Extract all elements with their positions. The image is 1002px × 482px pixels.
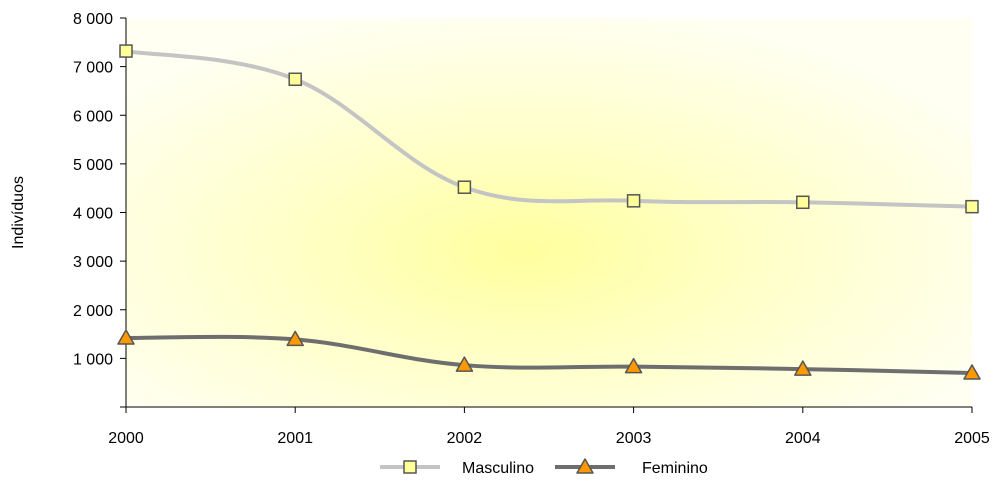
y-tick-label: 1 000 bbox=[73, 351, 113, 368]
y-tick-label: 7 000 bbox=[73, 60, 113, 77]
x-tick-label: 2000 bbox=[108, 430, 144, 447]
x-tick-label: 2005 bbox=[954, 430, 990, 447]
series-line-feminino bbox=[124, 334, 974, 375]
data-point-feminino bbox=[117, 329, 135, 345]
data-point-feminino bbox=[286, 330, 304, 347]
legend-item-feminino: Feminino bbox=[555, 458, 708, 477]
data-point-feminino bbox=[624, 357, 643, 374]
legend-label: Masculino bbox=[462, 460, 534, 477]
series-feminino bbox=[117, 329, 981, 380]
x-tick-label: 2003 bbox=[616, 430, 652, 447]
legend-label: Feminino bbox=[642, 460, 708, 477]
y-axis-title: Indivíduos bbox=[10, 176, 27, 249]
data-point-masculino bbox=[457, 180, 472, 194]
series-line-masculino bbox=[124, 49, 974, 209]
legend-swatch-marker bbox=[403, 460, 417, 474]
data-point-feminino bbox=[455, 356, 474, 372]
data-point-masculino bbox=[965, 199, 979, 214]
x-tick-label: 2002 bbox=[447, 430, 483, 447]
legend-swatch-marker bbox=[576, 458, 594, 474]
x-tick-label: 2004 bbox=[785, 430, 821, 447]
series-masculino bbox=[119, 44, 979, 214]
y-tick-label: 4 000 bbox=[73, 206, 113, 223]
y-tick-label: 3 000 bbox=[73, 254, 113, 271]
plot-area-background bbox=[126, 18, 972, 407]
data-point-masculino bbox=[796, 195, 810, 210]
data-point-masculino bbox=[288, 72, 302, 87]
data-point-masculino bbox=[119, 44, 133, 58]
x-tick-label: 2001 bbox=[277, 430, 313, 447]
y-tick-label: 2 000 bbox=[73, 303, 113, 320]
data-point-feminino bbox=[794, 360, 812, 376]
y-tick-label: 8 000 bbox=[73, 11, 113, 28]
y-tick-label: 6 000 bbox=[73, 108, 113, 125]
data-point-masculino bbox=[626, 194, 641, 208]
legend-item-masculino: Masculino bbox=[380, 460, 534, 477]
data-point-feminino bbox=[963, 364, 981, 380]
y-tick-label: 5 000 bbox=[73, 157, 113, 174]
